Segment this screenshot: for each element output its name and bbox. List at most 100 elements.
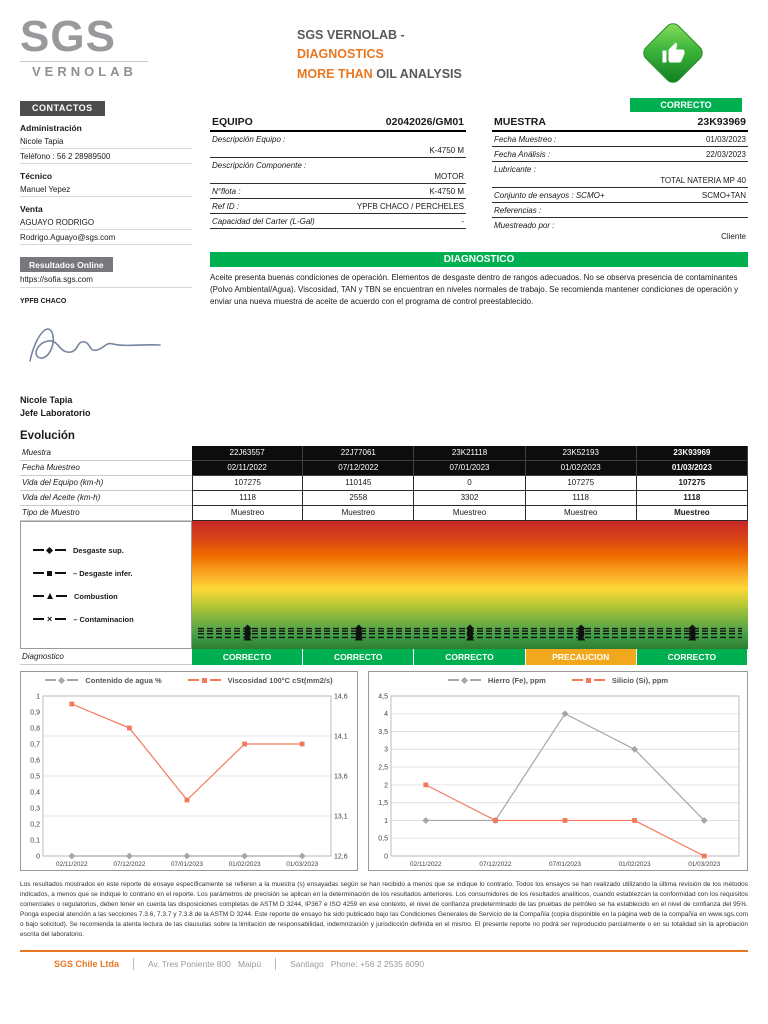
legend-label: – Desgaste infer.	[73, 568, 133, 578]
svg-text:07/01/2023: 07/01/2023	[549, 861, 581, 868]
svg-text:13,1: 13,1	[334, 813, 348, 820]
legend-line	[67, 679, 79, 681]
sofia-url-link[interactable]: https://sofia.sgs.com	[20, 273, 192, 288]
evolution-row-label: Tipo de Muestro	[20, 506, 192, 521]
equipo-block: EQUIPO 02042026/GM01 Descripción Equipo …	[210, 115, 466, 243]
muestra-row: Conjunto de ensayos : SCMO+ SCMO+TAN	[492, 188, 748, 203]
svg-text:14,6: 14,6	[334, 693, 348, 700]
diamond-marker-icon	[45, 546, 54, 554]
table-cell: 01/03/2023	[636, 460, 748, 476]
contact-role-tecnico: Técnico	[20, 170, 53, 181]
evolution-row-label: Vida del Equipo (km-h)	[20, 476, 192, 491]
legend-line	[469, 679, 481, 681]
field-value: 22/03/2023	[705, 149, 746, 159]
legend-line	[55, 572, 66, 574]
svg-text:0,7: 0,7	[30, 741, 40, 748]
evolution-table: Muestra 22J63557 22J77061 23K21118 23K52…	[20, 445, 748, 521]
evolution-row-label: Fecha Muestreo	[20, 461, 192, 476]
svg-text:0: 0	[36, 853, 40, 860]
legend-item-desgaste-infer: – Desgaste infer.	[33, 569, 179, 578]
field-value: K-4750 M	[429, 186, 464, 196]
table-cell: 107275	[192, 475, 304, 491]
field-label: Referencias :	[494, 205, 542, 215]
muestra-row: Fecha Análisis : 22/03/2023	[492, 147, 748, 162]
field-label: Lubricante :	[494, 164, 536, 174]
field-value: TOTAL NATERIA MP 40	[492, 175, 748, 188]
subtitle-accent-text: MORE THAN	[297, 66, 373, 81]
footer: SGS Chile Ltda Av. Tres Poniente 800 Mai…	[20, 949, 748, 970]
evolution-status-cell: PRECAUCION	[525, 648, 637, 665]
legal-disclaimer-text: Los resultados mostrados en este reporte…	[20, 880, 748, 938]
client-name: YPFB CHACO	[20, 297, 67, 305]
field-label: Fecha Muestreo :	[494, 134, 557, 144]
table-cell: 1118	[525, 490, 637, 506]
svg-text:2,5: 2,5	[378, 764, 388, 771]
legend-label: Silicio (Si), ppm	[611, 675, 669, 685]
legend-line	[571, 679, 583, 681]
diamond-marker-icon	[58, 676, 66, 684]
evolution-title: Evolución	[20, 429, 75, 442]
subtitle-brand-text: OIL ANALYSIS	[376, 66, 462, 81]
svg-text:3,5: 3,5	[378, 728, 388, 735]
svg-text:07/12/2022: 07/12/2022	[479, 861, 511, 868]
legend-item-silicio: Silicio (Si), ppm	[571, 675, 669, 685]
online-results-badge: Resultados Online	[20, 257, 113, 272]
evolution-row-label: Vida del Aceite (km-h)	[20, 491, 192, 506]
legend-line	[447, 679, 459, 681]
legend-item-agua: Contenido de agua %	[45, 676, 162, 685]
condition-gradient-band	[192, 520, 748, 649]
svg-text:0,1: 0,1	[30, 837, 40, 844]
svg-text:02/11/2022: 02/11/2022	[410, 861, 442, 868]
svg-text:0,3: 0,3	[30, 805, 40, 812]
svg-text:07/12/2022: 07/12/2022	[113, 861, 145, 868]
legend-line	[45, 679, 57, 681]
svg-text:0,5: 0,5	[30, 773, 40, 780]
table-cell: 110145	[303, 475, 415, 491]
title-brand-text: SGS VERNOLAB -	[297, 28, 405, 42]
field-value: 01/03/2023	[705, 134, 746, 144]
legend-item-viscosidad: Viscosidad 100°C cSt(mm2/s)	[187, 676, 333, 685]
equipo-row: Ref ID : YPFB CHACO / PERCHELES	[210, 199, 466, 214]
square-marker-icon	[201, 677, 207, 683]
title-accent-text: DIAGNOSTICS	[297, 47, 384, 62]
svg-text:12,6: 12,6	[334, 853, 348, 860]
equipo-title: EQUIPO	[212, 116, 253, 128]
muestra-row: Referencias :	[492, 203, 748, 218]
table-cell: 07/01/2023	[414, 460, 526, 476]
field-label: Descripción Equipo :	[212, 134, 286, 144]
svg-text:0,5: 0,5	[378, 835, 388, 842]
svg-text:0,8: 0,8	[30, 725, 40, 732]
report-title: SGS VERNOLAB - DIAGNOSTICS	[297, 26, 493, 65]
svg-text:4,5: 4,5	[378, 693, 388, 700]
iron-silicon-legend: Hierro (Fe), ppm Silicio (Si), ppm	[369, 672, 747, 689]
svg-text:0: 0	[384, 853, 388, 860]
legend-line	[33, 618, 44, 620]
equipo-row: Capacidad del Carter (L-Gal) -	[210, 214, 466, 229]
legend-line	[33, 549, 44, 551]
table-cell: 107275	[636, 475, 748, 491]
table-cell: Muestreo	[525, 505, 637, 521]
svg-text:02/11/2022: 02/11/2022	[56, 861, 88, 868]
table-cell: Muestreo	[303, 505, 415, 521]
table-cell: 01/02/2023	[525, 460, 637, 476]
contact-venta-email-link[interactable]: Rodrigo.Aguayo@sgs.com	[20, 230, 192, 245]
svg-text:3: 3	[384, 746, 388, 753]
field-label: Conjunto de ensayos : SCMO+	[494, 190, 605, 200]
diagnostico-row-label: Diagnostico	[20, 649, 192, 665]
legend-line	[209, 679, 221, 681]
legend-line	[56, 595, 67, 597]
square-marker-icon	[47, 570, 52, 576]
field-value: SCMO+TAN	[701, 190, 746, 200]
signer-name: Nicole Tapia	[20, 394, 73, 405]
muestra-row: Muestreado por : Cliente	[492, 218, 748, 243]
field-label: Ref ID :	[212, 201, 240, 211]
table-cell: 3302	[414, 490, 526, 506]
evolution-chart-row: Desgaste sup. – Desgaste infer. Combusti…	[20, 520, 748, 649]
equipo-header: EQUIPO 02042026/GM01	[210, 115, 466, 132]
contact-role-venta: Venta	[20, 203, 43, 214]
field-value: K-4750 M	[210, 145, 466, 158]
legend-label: Desgaste sup.	[73, 545, 124, 555]
field-value: Cliente	[721, 231, 746, 241]
report-title-block: SGS VERNOLAB - DIAGNOSTICS MORE THAN OIL…	[192, 10, 598, 84]
logo-divider	[20, 60, 148, 62]
